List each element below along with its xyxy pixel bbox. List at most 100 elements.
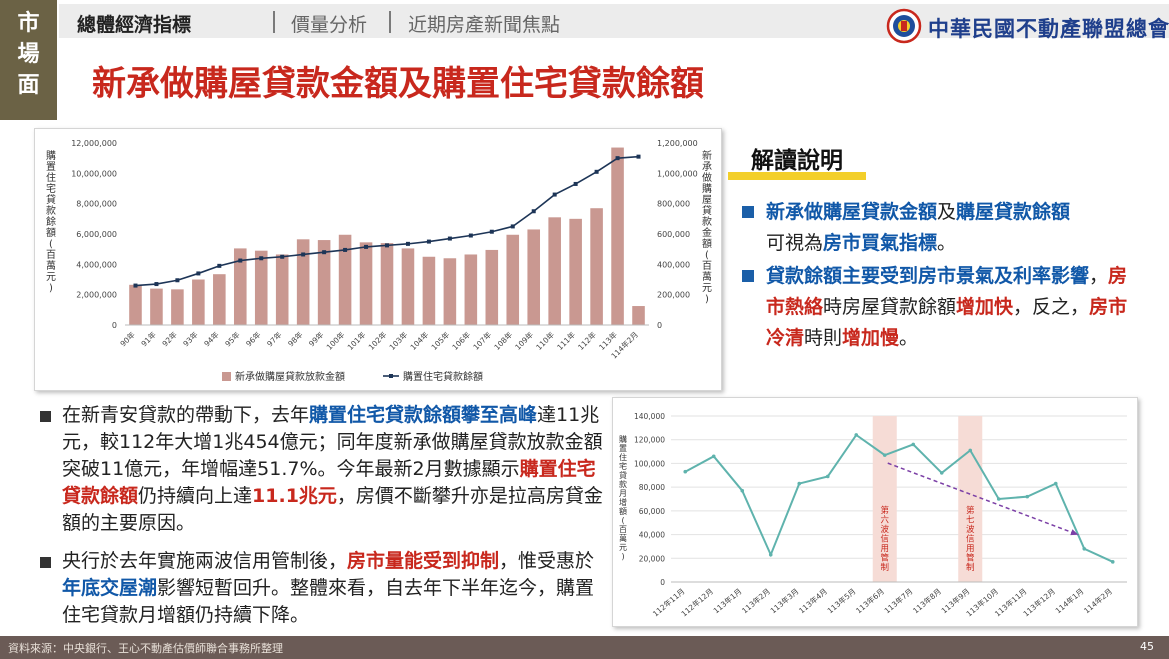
x-tick-label: 107年	[471, 329, 494, 352]
x-tick-label: 114年1月	[1053, 586, 1086, 616]
bar	[506, 234, 520, 325]
y-tick-label: 80,000	[639, 483, 665, 492]
x-tick-label: 102年	[366, 329, 389, 352]
body-text: 。	[899, 327, 919, 349]
page-title: 新承做購屋貸款金額及購置住宅貸款餘額	[92, 64, 704, 104]
bullet-square-icon	[742, 206, 754, 218]
policy-label: 第六波信用管制	[880, 505, 889, 573]
y-tick-left: 2,000,000	[76, 291, 117, 300]
analysis-paragraph: 央行於去年實施兩波信用管制後，房市量能受到抑制，惟受惠於年底交屋潮影響短暫回升。…	[40, 548, 606, 629]
line-point	[426, 239, 431, 244]
highlight-text: 貸款餘額主要受到房市景氣及利率影響	[766, 265, 1090, 287]
highlight-text: 房市買氣指標	[823, 232, 938, 254]
nav-item-macro[interactable]: 總體經濟指標	[77, 14, 192, 36]
body-text: 影響短暫回升。整體來看，自去年下半年迄今，購置住宅貸款月增額仍持續下降。	[62, 577, 595, 626]
x-tick-label: 93年	[181, 329, 200, 348]
line-point	[1053, 481, 1058, 486]
org-name: 中華民國不動產聯盟總會	[928, 17, 1169, 41]
bar	[192, 279, 205, 325]
line-point	[154, 282, 159, 287]
nav-item-news[interactable]: 近期房產新聞焦點	[408, 14, 561, 36]
top-nav: 總體經濟指標 價量分析 近期房產新聞焦點	[59, 4, 1169, 38]
nav-item-price-volume[interactable]: 價量分析	[291, 14, 368, 36]
x-tick-label: 91年	[139, 329, 158, 348]
line-point	[1025, 494, 1030, 499]
section-tab-char: 場	[17, 42, 40, 67]
x-tick-label: 114年2月	[1081, 586, 1114, 616]
y-tick-label: 0	[660, 578, 665, 587]
legend-label-bar: 新承做購屋貸款放款金額	[235, 370, 345, 383]
y-tick-label: 100,000	[634, 459, 665, 468]
line-point	[797, 481, 802, 486]
bar	[527, 229, 541, 325]
line-point	[740, 488, 745, 493]
highlight-text: 購屋貸款餘額	[956, 201, 1071, 223]
y-tick-right: 200,000	[657, 291, 690, 300]
x-tick-label: 94年	[202, 329, 221, 348]
body-text: 。	[937, 232, 957, 254]
line-point	[447, 236, 452, 241]
x-tick-label: 108年	[492, 329, 515, 352]
line-point	[996, 497, 1001, 501]
y-tick-label: 40,000	[639, 531, 665, 540]
x-tick-label: 97年	[264, 329, 283, 348]
nav-divider	[389, 11, 391, 33]
line-point	[217, 263, 222, 268]
nav-divider	[273, 11, 275, 33]
x-tick-label: 113年6月	[853, 586, 886, 616]
x-tick-label: 109年	[513, 329, 536, 352]
highlight-text: 增加慢	[842, 327, 900, 349]
body-text: 可視為	[766, 232, 824, 254]
line-point	[468, 233, 473, 238]
line-point	[510, 224, 515, 229]
bar	[317, 240, 331, 325]
line-point	[636, 154, 641, 159]
x-tick-label: 111年	[555, 329, 578, 352]
body-text: ，反之，	[1013, 296, 1090, 318]
line-point	[343, 247, 348, 252]
section-tab-char: 市	[17, 11, 40, 36]
body-text: 及	[937, 201, 957, 223]
y-tick-left: 4,000,000	[76, 260, 117, 269]
chart-loan-balance: 0 2,000,000 4,000,000 6,000,000 8,000,000 10,…	[34, 128, 722, 391]
x-tick-label: 90年	[118, 329, 137, 348]
policy-band	[958, 416, 983, 582]
y-tick-right: 0	[657, 321, 662, 330]
x-tick-label: 103年	[387, 329, 410, 352]
bar	[590, 208, 603, 325]
line-point	[573, 181, 578, 186]
line-point	[594, 169, 599, 174]
footer-bar	[0, 636, 1169, 659]
interpretation-item: 貸款餘額主要受到房市景氣及利率影響，房市熱絡時房屋貸款餘額增加快，反之，房市冷清…	[742, 261, 1142, 354]
bar	[422, 256, 436, 325]
line-point	[1110, 560, 1115, 564]
highlight-text: 增加快	[956, 296, 1014, 318]
body-text: 達11兆元，較112年大增1兆454億元；同年度新承做購屋貸款放款金額突破11億…	[62, 404, 603, 480]
bar	[464, 254, 478, 325]
line-point	[364, 244, 369, 249]
highlight-text: 購置住宅貸款餘額	[62, 458, 596, 507]
bar	[171, 289, 184, 325]
line-point	[1082, 547, 1087, 551]
body-text: 時則	[804, 327, 843, 349]
bar	[338, 234, 352, 325]
y-axis-label-left: 購置住宅貸款餘額(百萬元)	[46, 149, 56, 294]
policy-label: 第七波信用管制	[966, 505, 975, 573]
section-tab: 市 場 面	[0, 0, 57, 120]
line-point	[939, 471, 944, 475]
highlight-text: 房市熱絡	[766, 265, 1128, 318]
line-point	[711, 454, 716, 459]
bar	[401, 248, 415, 325]
line-point	[322, 250, 327, 255]
line-point	[385, 243, 389, 248]
body-text: 央行於去年實施兩波信用管制後，	[62, 550, 348, 572]
x-tick-label: 95年	[223, 329, 242, 348]
bar	[275, 254, 289, 325]
page-number: 45	[1140, 640, 1154, 653]
org-seal-icon	[886, 8, 922, 44]
y-tick-left: 0	[112, 321, 117, 330]
y-tick-label: 120,000	[634, 436, 665, 445]
footer-source: 資料來源：中央銀行、王心不動產估價師聯合事務所整理	[8, 642, 283, 655]
line-point	[238, 258, 243, 263]
x-tick-label: 113年3月	[768, 586, 801, 616]
